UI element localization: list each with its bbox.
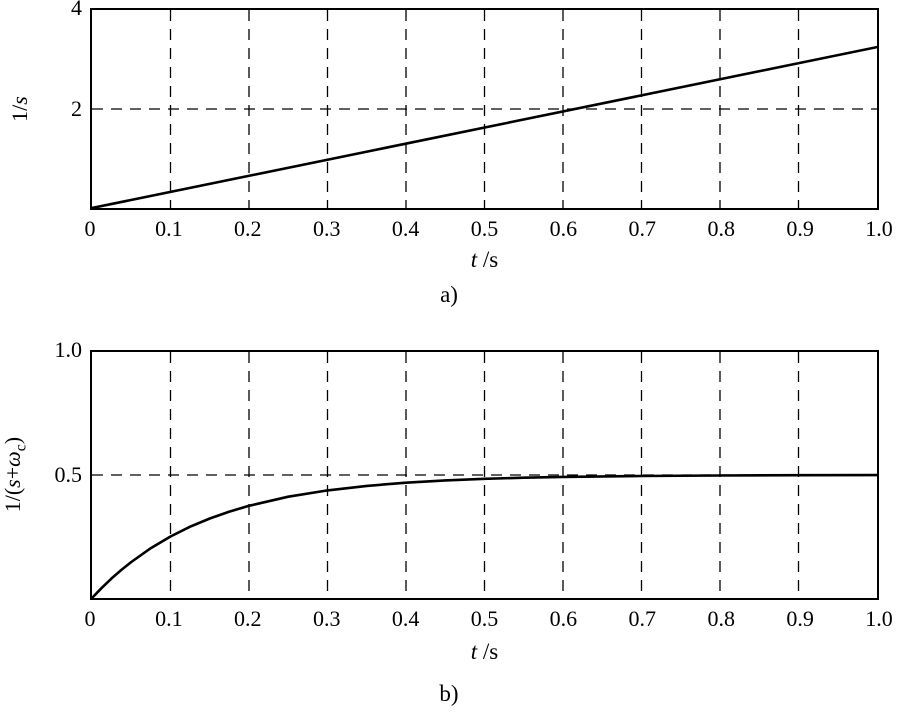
chart-b-canvas [92, 352, 877, 598]
label-part: s [7, 96, 32, 105]
x-tick-label: 0.2 [234, 216, 262, 241]
label-part: s [0, 479, 26, 489]
x-tick-label: 0.5 [470, 606, 499, 631]
chart-b-y-tick-labels: 0.5 1.0 [26, 339, 83, 600]
label-part: t [470, 639, 478, 664]
x-tick-label: 0.8 [707, 216, 735, 241]
label-part: t [470, 247, 478, 272]
chart-a-y-axis-label: 1/s [4, 8, 36, 210]
x-tick-label: 0 [84, 216, 96, 241]
x-tick-label: 0.2 [234, 606, 262, 631]
chart-b-x-tick-labels: 0 0.1 0.2 0.3 0.4 0.5 0.6 0.7 0.8 0.9 1.0 [85, 604, 893, 634]
chart-a-x-axis-label: t /s [90, 248, 879, 271]
x-tick-label: 0.6 [549, 606, 578, 631]
chart-b-plot-area [90, 350, 879, 600]
x-tick-label: 0.4 [391, 606, 420, 631]
x-tick-label: 0.6 [549, 216, 578, 241]
chart-a-y-axis-label-text: 1/s [7, 96, 32, 122]
chart-b-x-axis-label: t /s [90, 640, 879, 663]
x-tick-label: 0.9 [786, 606, 814, 631]
x-tick-label: 0.1 [155, 216, 183, 241]
label-part: ) [0, 437, 26, 445]
x-tick-label: 0 [84, 606, 96, 631]
y-tick-label: 4 [71, 0, 82, 20]
label-part: ω [0, 451, 26, 468]
x-tick-label: 0.7 [628, 216, 657, 241]
chart-a-x-tick-labels: 0 0.1 0.2 0.3 0.4 0.5 0.6 0.7 0.8 0.9 1.0 [85, 214, 893, 244]
x-tick-label: 0.3 [312, 606, 341, 631]
x-tick-label: 0.3 [312, 216, 341, 241]
y-tick-label: 2 [71, 96, 82, 121]
chart-a-canvas [92, 10, 877, 208]
y-tick-label: 0.5 [54, 462, 83, 487]
label-part: + [0, 467, 26, 480]
x-tick-label: 0.9 [786, 216, 814, 241]
chart-a-caption: a) [440, 282, 458, 307]
chart-b-caption: b) [439, 681, 459, 706]
x-tick-label: 0.8 [707, 606, 735, 631]
label-part: /s [477, 639, 499, 664]
x-tick-label: 0.7 [628, 606, 657, 631]
label-part: 1/ [7, 104, 32, 122]
x-tick-label: 0.5 [470, 216, 499, 241]
x-tick-label: 0.1 [155, 606, 183, 631]
x-tick-label: 1.0 [865, 216, 893, 241]
y-tick-label: 1.0 [54, 337, 83, 362]
x-tick-label: 1.0 [865, 606, 893, 631]
x-tick-label: 0.4 [391, 216, 420, 241]
label-part: 1/( [0, 488, 26, 513]
label-part: /s [477, 247, 499, 272]
chart-a-plot-area [90, 8, 879, 210]
